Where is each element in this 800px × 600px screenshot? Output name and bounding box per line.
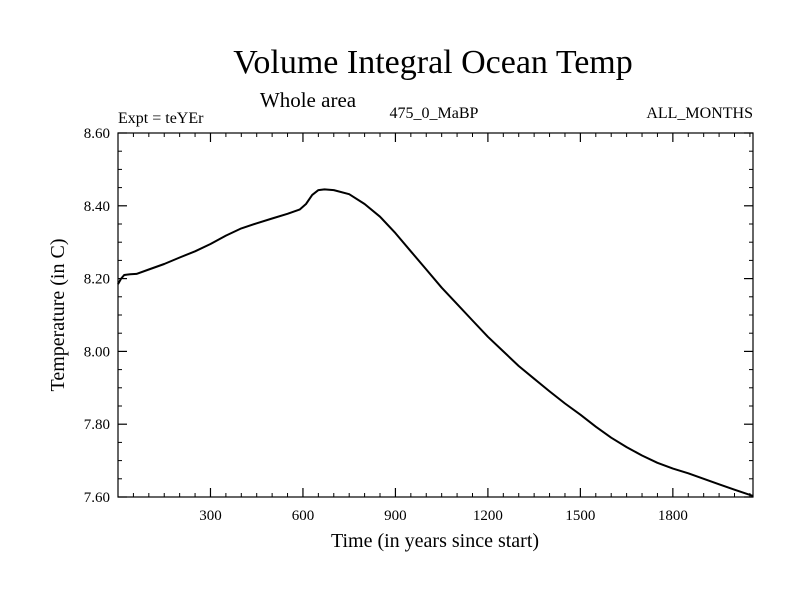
x-tick-label: 1800 (658, 508, 688, 524)
x-tick-label: 300 (199, 508, 222, 524)
x-tick-label: 600 (292, 508, 315, 524)
y-tick-label: 7.80 (84, 417, 110, 433)
x-axis-label: Time (in years since start) (331, 530, 539, 552)
y-tick-label: 7.60 (84, 490, 110, 506)
y-axis-label: Temperature (in C) (47, 239, 69, 392)
axis-ticks (118, 132, 753, 498)
x-tick-label: 1500 (565, 508, 595, 524)
period-label: 475_0_MaBP (390, 105, 479, 122)
chart-title: Volume Integral Ocean Temp (233, 44, 633, 81)
y-tick-label: 8.00 (84, 344, 110, 360)
experiment-label: Expt = teYEr (118, 110, 204, 127)
x-tick-label: 900 (384, 508, 407, 524)
x-tick-label: 1200 (473, 508, 503, 524)
series-line (117, 188, 754, 497)
months-label: ALL_MONTHS (646, 105, 753, 122)
tick-labels: 300 600 900 1200 1500 1800 7.60 7.80 8.00 8.20 8.4… (84, 126, 688, 524)
y-tick-label: 8.60 (84, 126, 110, 142)
chart-subtitle: Whole area (260, 88, 357, 112)
y-tick-label: 8.20 (84, 272, 110, 288)
y-tick-label: 8.40 (84, 199, 110, 215)
plot-frame (117, 132, 754, 498)
